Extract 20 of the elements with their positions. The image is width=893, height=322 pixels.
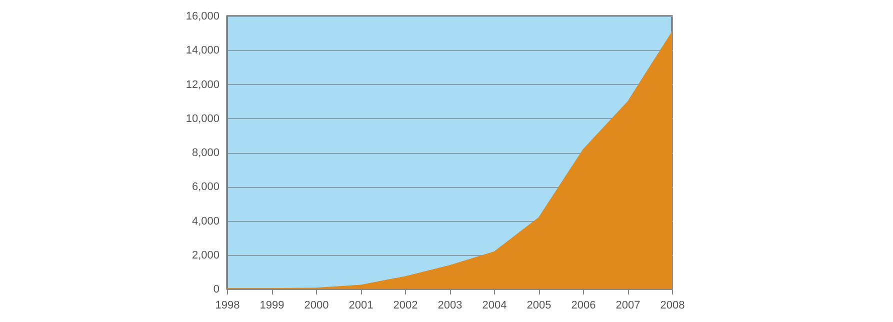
y-tick-label: 0 [213, 284, 220, 296]
x-tick-label: 2005 [526, 300, 552, 312]
y-tick-label: 4,000 [192, 215, 220, 228]
x-tick-label: 2004 [482, 300, 507, 312]
y-tick-label: 8,000 [192, 147, 220, 159]
y-tick-label: 14,000 [186, 44, 220, 57]
y-tick-label: 12,000 [186, 78, 220, 91]
x-tick-label: 2000 [304, 300, 329, 312]
x-tick-label: 2002 [393, 300, 418, 312]
y-tick-label: 10,000 [186, 112, 220, 125]
x-tick-label: 1999 [260, 300, 284, 312]
x-tick-label: 1998 [215, 300, 240, 312]
x-tick-label: 2006 [571, 300, 596, 312]
x-tick-label: 2007 [616, 300, 640, 312]
y-tick-label: 16,000 [186, 10, 220, 22]
x-tick-label: 2003 [438, 300, 462, 312]
y-tick-label: 2,000 [192, 249, 220, 262]
x-tick-label: 2008 [660, 300, 685, 312]
y-tick-label: 6,000 [192, 181, 220, 194]
x-tick-label: 2001 [348, 300, 374, 312]
